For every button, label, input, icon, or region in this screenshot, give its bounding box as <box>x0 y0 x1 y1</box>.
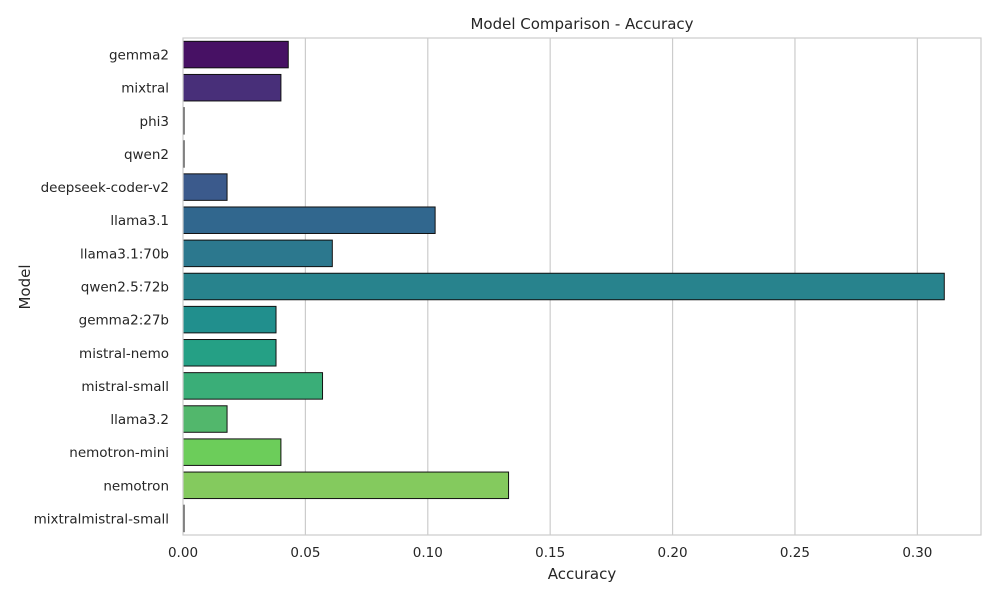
bars <box>182 40 945 533</box>
bar-gemma2-27b <box>182 305 277 334</box>
x-tick-label: 0.10 <box>413 545 443 561</box>
bar-llama3-2 <box>182 405 228 433</box>
y-axis-label: Model <box>16 264 34 309</box>
x-tick-label: 0.05 <box>290 545 320 561</box>
y-tick-labels: gemma2 mixtral phi3 qwen2 deepseek-coder-v2 l… <box>34 48 169 528</box>
y-tick-label: mixtralmistral-small <box>34 511 169 527</box>
x-tick-label: 0.15 <box>535 545 565 561</box>
bar-qwen2-5-72b <box>182 272 945 301</box>
y-tick-label: qwen2 <box>124 147 169 163</box>
bar-mixtral <box>182 73 282 102</box>
y-tick-label: qwen2.5:72b <box>81 280 169 296</box>
y-tick-label: mixtral <box>121 81 169 97</box>
y-tick-label: mistral-small <box>81 379 169 395</box>
plot-frame <box>182 37 982 536</box>
y-tick-label: deepseek-coder-v2 <box>41 180 169 196</box>
y-tick-label: phi3 <box>140 114 169 130</box>
x-tick-label: 0.30 <box>902 545 932 561</box>
bar-nemotron-mini <box>182 438 282 466</box>
y-tick-label: mistral-nemo <box>79 346 169 362</box>
x-axis-label: Accuracy <box>548 565 617 583</box>
y-tick-label: llama3.2 <box>110 412 169 428</box>
bar-llama3-1-70b <box>182 239 333 268</box>
bar-deepseek-coder-v2 <box>182 173 228 201</box>
x-tick-label: 0.20 <box>658 545 688 561</box>
bar-mistral-nemo <box>182 339 277 367</box>
bar-mistral-small <box>182 372 324 400</box>
bar-nemotron <box>182 471 510 500</box>
y-tick-label: nemotron-mini <box>69 445 169 461</box>
bar-gemma2 <box>182 40 289 69</box>
x-tick-label: 0.25 <box>780 545 810 561</box>
chart-title: Model Comparison - Accuracy <box>470 15 693 33</box>
y-tick-label: llama3.1 <box>110 213 169 229</box>
y-tick-label: nemotron <box>103 478 169 494</box>
bar-llama3-1 <box>182 206 436 234</box>
x-tick-label: 0.00 <box>168 545 198 561</box>
x-tick-labels: 0.00 0.05 0.10 0.15 0.20 0.25 0.30 <box>168 545 932 561</box>
y-tick-label: gemma2 <box>109 48 169 64</box>
y-tick-label: gemma2:27b <box>79 313 169 329</box>
y-tick-label: llama3.1:70b <box>80 246 169 262</box>
